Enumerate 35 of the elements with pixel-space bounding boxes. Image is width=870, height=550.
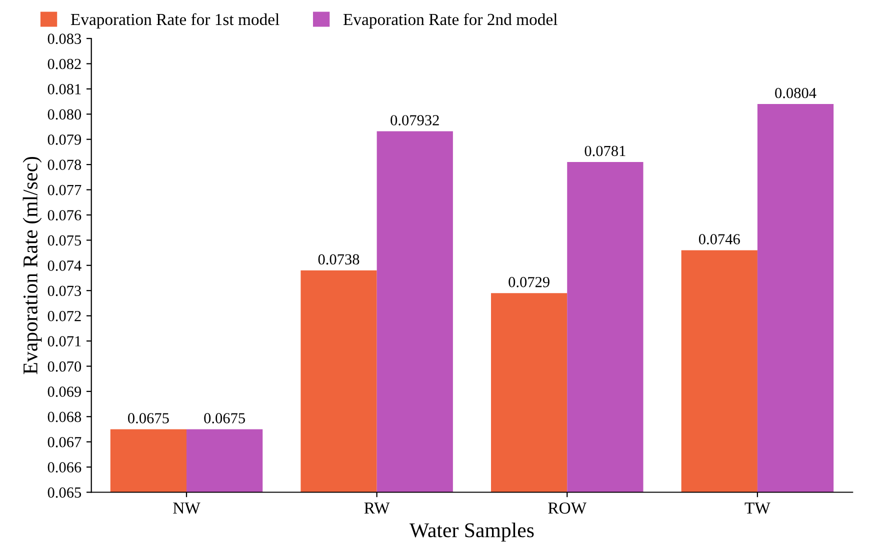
y-axis-title: Evaporation Rate (ml/sec) (22, 156, 42, 374)
x-tick-label: NW (173, 502, 200, 514)
data-label: 0.0729 (508, 276, 550, 288)
x-axis-title: Water Samples (409, 522, 534, 542)
y-tick-label: 0.080 (48, 109, 82, 120)
y-tick-label: 0.078 (48, 160, 82, 170)
y-tick-label: 0.070 (48, 361, 82, 372)
y-tick-label: 0.071 (48, 336, 81, 347)
data-label: 0.0675 (204, 413, 245, 424)
x-tick-label: RW (364, 502, 390, 514)
y-tick-label: 0.067 (48, 436, 82, 448)
y-tick-label: 0.066 (48, 462, 82, 473)
y-tick-label: 0.065 (48, 487, 82, 498)
y-tick-label: 0.082 (48, 58, 81, 70)
data-label: 0.07932 (390, 115, 439, 126)
y-tick-label: 0.069 (48, 386, 81, 397)
x-tick-label: TW (744, 502, 770, 514)
x-tick-label: ROW (548, 502, 587, 514)
legend-label: Evaporation Rate for 1st model (70, 13, 280, 28)
y-tick-label: 0.074 (48, 260, 82, 271)
y-tick-label: 0.081 (48, 84, 81, 94)
y-tick-label: 0.068 (48, 412, 82, 422)
y-tick-label: 0.072 (48, 310, 81, 322)
data-label: 0.0804 (775, 88, 816, 98)
y-tick-label: 0.077 (48, 184, 82, 196)
data-label: 0.0781 (584, 146, 626, 156)
y-tick-label: 0.079 (48, 134, 81, 145)
data-label: 0.0675 (128, 413, 169, 424)
y-tick-label: 0.073 (48, 286, 82, 296)
data-label: 0.0738 (318, 254, 360, 265)
y-tick-label: 0.076 (48, 210, 82, 220)
y-tick-label: 0.083 (48, 34, 82, 44)
legend-label: Evaporation Rate for 2nd model (343, 13, 558, 28)
y-tick-label: 0.075 (48, 235, 82, 246)
data-label: 0.0746 (698, 234, 740, 244)
